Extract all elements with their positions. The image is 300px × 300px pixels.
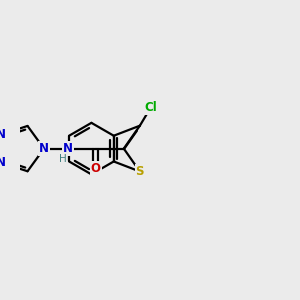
Text: S: S xyxy=(136,165,144,178)
Text: Cl: Cl xyxy=(144,101,157,114)
Text: N: N xyxy=(63,142,73,155)
Text: O: O xyxy=(91,162,101,175)
Text: N: N xyxy=(39,142,49,155)
Text: N: N xyxy=(0,156,6,169)
Text: N: N xyxy=(0,128,6,141)
Text: H: H xyxy=(59,154,67,164)
